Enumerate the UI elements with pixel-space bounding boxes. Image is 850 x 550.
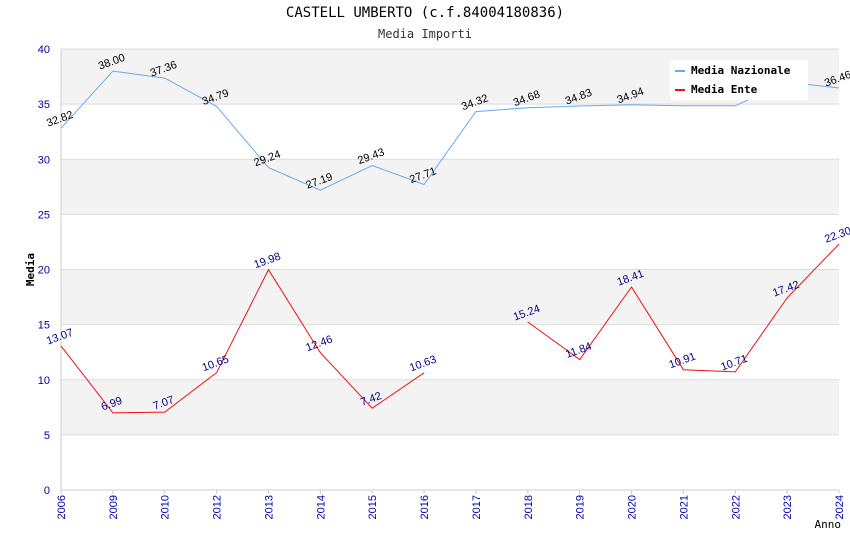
x-tick-label: 2016 xyxy=(419,495,431,519)
x-tick-label: 2018 xyxy=(523,495,535,519)
y-tick-label: 25 xyxy=(38,209,50,221)
x-tick-label: 2024 xyxy=(834,495,846,519)
plot-band xyxy=(61,104,839,160)
chart-title: CASTELL UMBERTO (c.f.84004180836) xyxy=(285,5,565,21)
x-tick-label: 2021 xyxy=(678,495,690,519)
x-tick-label: 2017 xyxy=(471,495,483,519)
x-axis-label: Anno xyxy=(815,518,842,531)
series-line-1 xyxy=(60,243,840,414)
plot-band xyxy=(61,214,839,270)
x-tick-label: 2023 xyxy=(782,495,794,519)
x-tick-label: 2012 xyxy=(212,495,224,519)
x-tick-label: 2014 xyxy=(315,495,327,519)
x-tick-label: 2015 xyxy=(367,495,379,519)
x-tick-label: 2022 xyxy=(730,495,742,519)
y-axis-label: Media xyxy=(24,253,37,286)
y-tick-label: 10 xyxy=(38,375,50,387)
x-tick-label: 2009 xyxy=(108,495,120,519)
y-tick-label: 20 xyxy=(38,265,50,277)
chart-legend: Media Nazionale Media Ente xyxy=(670,60,808,100)
x-tick-label: 2006 xyxy=(56,495,68,519)
x-tick-label: 2013 xyxy=(263,495,275,519)
x-tick-label: 2020 xyxy=(627,495,639,519)
y-tick-label: 35 xyxy=(38,99,50,111)
y-tick-label: 40 xyxy=(38,44,50,56)
x-tick-label: 2010 xyxy=(160,495,172,519)
y-tick-label: 15 xyxy=(38,320,50,332)
chart-subtitle: Media Importi xyxy=(378,27,472,41)
legend-swatch-nazionale xyxy=(675,70,685,72)
y-tick-label: 5 xyxy=(44,430,50,442)
plot-band xyxy=(61,379,839,435)
legend-item-nazionale: Media Nazionale xyxy=(675,63,790,79)
x-tick-label: 2019 xyxy=(575,495,587,519)
y-tick-label: 0 xyxy=(44,485,50,497)
y-tick-label: 30 xyxy=(38,154,50,166)
plot-band xyxy=(61,269,839,325)
legend-label-nazionale: Media Nazionale xyxy=(691,64,791,77)
plot-band xyxy=(61,434,839,490)
legend-item-ente: Media Ente xyxy=(675,82,757,98)
series-line-0 xyxy=(60,70,840,191)
legend-label-ente: Media Ente xyxy=(691,83,758,96)
legend-swatch-ente xyxy=(675,89,685,91)
plot-band xyxy=(61,159,839,215)
